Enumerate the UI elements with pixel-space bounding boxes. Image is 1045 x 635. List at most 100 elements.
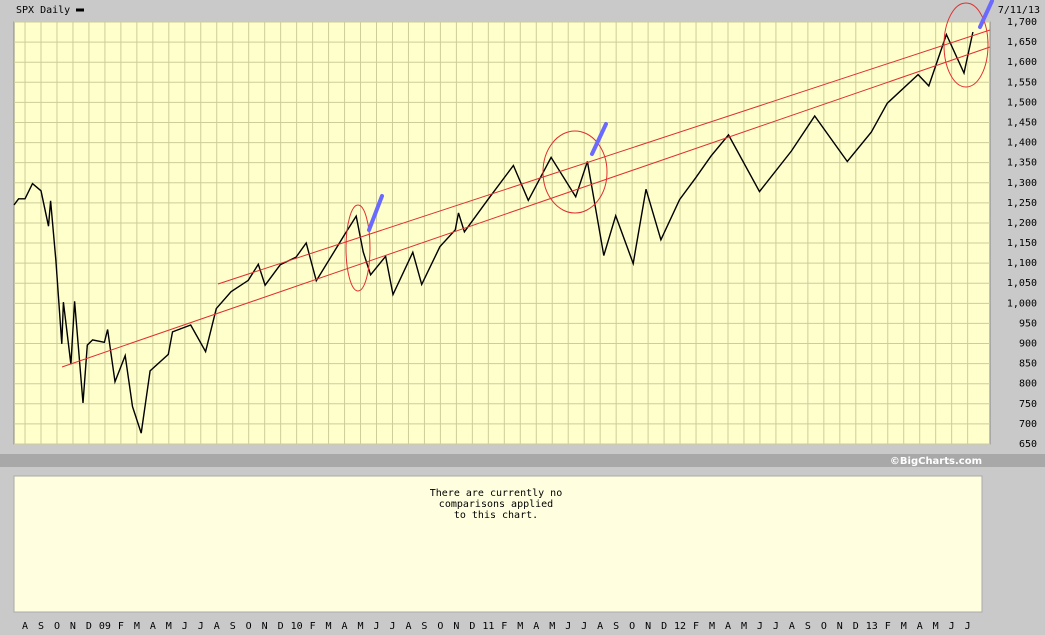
x-tick-label: N [262,621,268,632]
x-tick-label: A [533,621,539,632]
x-tick-label: O [54,621,60,632]
y-tick-label: 1,100 [1007,258,1037,269]
x-tick-label: J [389,621,395,632]
trend-line [217,29,991,285]
x-tick-label: M [166,621,172,632]
legend-label: SPX Daily [16,5,70,16]
x-tick-label: 12 [674,621,686,632]
x-tick-label: D [469,621,475,632]
credit: ©BigCharts.com [890,456,982,467]
x-tick-label: J [182,621,188,632]
x-tick-label: D [661,621,667,632]
arrow-stroke [367,194,384,232]
separator [0,454,1045,467]
x-tick-label: J [565,621,571,632]
plot-area [13,21,991,445]
arrow-stroke [590,122,608,156]
x-tick-label: M [741,621,747,632]
y-tick-label: 800 [1019,379,1037,390]
y-tick-label: 1,650 [1007,37,1037,48]
y-tick-label: 650 [1019,439,1037,450]
comparison-panel [13,475,983,613]
x-tick-label: O [629,621,635,632]
note-line: comparisons applied [439,499,553,510]
x-tick-label: J [773,621,779,632]
x-tick-label: M [549,621,555,632]
x-tick-label: M [933,621,939,632]
x-tick-label: 10 [291,621,303,632]
y-tick-label: 700 [1019,419,1037,430]
y-tick-label: 1,400 [1007,138,1037,149]
x-tick-label: O [246,621,252,632]
x-tick-label: A [597,621,603,632]
x-tick-label: F [885,621,891,632]
y-tick-label: 1,000 [1007,298,1037,309]
x-tick-label: D [278,621,284,632]
annotations [61,0,994,368]
x-tick-label: N [70,621,76,632]
y-tick-label: 1,200 [1007,218,1037,229]
x-tick-label: M [358,621,364,632]
x-tick-label: 09 [99,621,111,632]
y-tick-label: 1,700 [1007,17,1037,28]
x-tick-label: M [517,621,523,632]
x-tick-label: F [310,621,316,632]
x-tick-label: A [22,621,28,632]
trend-line [61,46,991,368]
y-tick-label: 1,050 [1007,278,1037,289]
y-tick-label: 1,600 [1007,57,1037,68]
x-tick-label: D [853,621,859,632]
x-tick-label: N [453,621,459,632]
x-tick-label: M [709,621,715,632]
y-tick-label: 1,450 [1007,117,1037,128]
x-tick-label: M [134,621,140,632]
x-tick-label: J [965,621,971,632]
x-tick-label: D [86,621,92,632]
note-line: There are currently no [430,488,562,499]
x-tick-label: A [789,621,795,632]
x-tick-label: A [214,621,220,632]
x-tick-label: N [837,621,843,632]
y-tick-label: 750 [1019,399,1037,410]
x-tick-label: S [421,621,427,632]
marks [13,31,974,434]
price-line [13,31,974,434]
date-label: 7/11/13 [998,5,1040,16]
x-tick-label: M [326,621,332,632]
x-tick-label: A [405,621,411,632]
note-line: to this chart. [454,510,538,521]
highlight-ellipse [542,130,608,214]
x-tick-label: F [693,621,699,632]
x-tick-label: 11 [482,621,494,632]
x-tick-label: S [230,621,236,632]
highlight-ellipse [943,2,989,88]
x-tick-label: S [805,621,811,632]
x-tick-label: S [38,621,44,632]
x-tick-label: A [917,621,923,632]
highlight-ellipse [345,204,371,292]
x-tick-label: J [198,621,204,632]
grid [14,21,990,445]
y-tick-label: 1,550 [1007,77,1037,88]
x-tick-label: N [645,621,651,632]
x-tick-label: A [342,621,348,632]
y-tick-label: 1,250 [1007,198,1037,209]
x-tick-label: A [725,621,731,632]
x-tick-label: A [150,621,156,632]
y-tick-label: 1,150 [1007,238,1037,249]
y-tick-label: 1,350 [1007,158,1037,169]
x-tick-label: O [437,621,443,632]
x-tick-label: 13 [866,621,878,632]
x-tick-label: F [118,621,124,632]
x-tick-label: J [757,621,763,632]
arrow-stroke [978,0,994,29]
y-tick-label: 1,500 [1007,97,1037,108]
x-tick-label: J [581,621,587,632]
y-tick-label: 1,300 [1007,178,1037,189]
x-tick-label: F [501,621,507,632]
y-tick-label: 900 [1019,339,1037,350]
x-tick-label: J [373,621,379,632]
x-tick-label: S [613,621,619,632]
x-tick-label: J [949,621,955,632]
